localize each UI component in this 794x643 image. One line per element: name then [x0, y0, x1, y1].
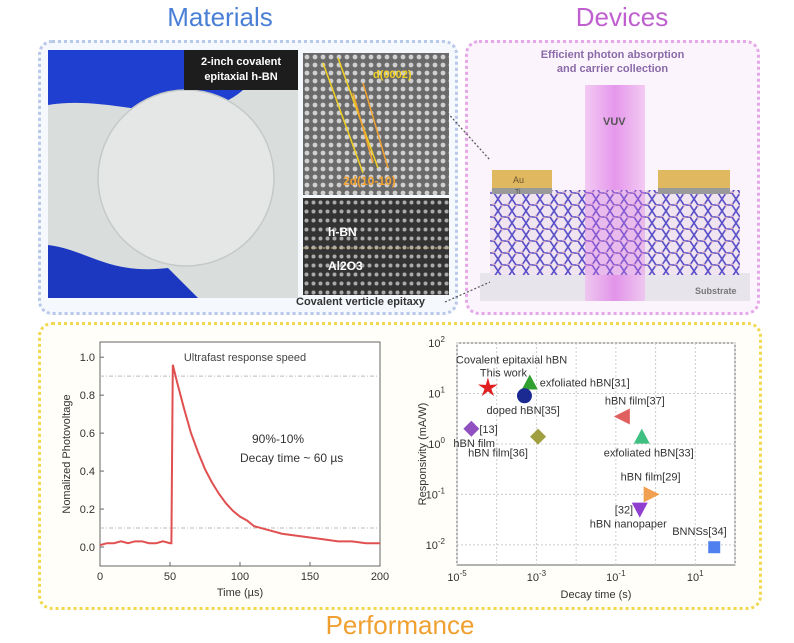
data-point-triangle: [613, 408, 630, 425]
data-point-square: [708, 541, 721, 554]
x-tick-label: 101: [687, 569, 704, 584]
point-label-secondary: hBN film: [453, 438, 495, 450]
x-tick-label: 10-3: [527, 569, 547, 584]
responsivity-chart: 10-5 10-3 10-1 101 10-2 10-1 100 101 102 Covalent…: [417, 335, 736, 601]
electrode-label-ti: Ti: [515, 189, 521, 196]
y-tick-label: 0.2: [80, 504, 95, 516]
materials-caption: Covalent verticle epitaxy: [296, 296, 426, 308]
data-point-triangle: [631, 502, 648, 518]
y-tick-label: 1.0: [80, 352, 95, 364]
decay-chart: 0 50 100 150 200 0.0 0.2 0.4 0.6 0.8 1.0 Ultrafast …: [61, 341, 389, 599]
y-tick-label: 0.4: [80, 466, 95, 478]
y-axis-label: Nomalized Photovoltage: [61, 394, 73, 513]
point-label-secondary: This work: [480, 368, 528, 380]
tem-label-d0002: d(0002): [373, 69, 412, 81]
point-label: [32]: [615, 505, 633, 517]
data-point-diamond: [463, 420, 480, 437]
photo-label-line1: 2-inch covalent: [200, 56, 282, 68]
decay-curve: [99, 364, 380, 547]
devices-subtitle-line2: and carrier collection: [556, 63, 669, 75]
tem-label-2d1010: 2d(10-10): [343, 174, 396, 188]
point-label: Covalent epitaxial hBN: [456, 355, 567, 367]
point-label: BNNSs[34]: [672, 526, 726, 538]
point-label: [13]: [479, 424, 497, 436]
y-tick-label: 0.0: [80, 542, 95, 554]
data-point-triangle: [643, 486, 660, 503]
x-axis-label: Time (µs): [217, 587, 263, 599]
tem-label-al2o3: Al2O3: [328, 259, 363, 273]
substrate-label: Substrate: [695, 286, 737, 296]
y-tick-label: 10-2: [426, 537, 446, 552]
y-tick-label: 10-1: [426, 486, 446, 501]
x-tick-label: 100: [231, 571, 249, 583]
point-label: hBN film[37]: [605, 395, 665, 407]
photo-label: 2-inch covalent epitaxial h-BN: [184, 50, 298, 90]
tem-image-bottom: h-BN Al2O3: [303, 198, 449, 295]
x-axis-label: Decay time (s): [561, 589, 632, 601]
chart-title: Ultrafast response speed: [184, 352, 306, 364]
point-label: exfoliated hBN[33]: [604, 448, 694, 460]
tem-label-hbn: h-BN: [328, 225, 357, 239]
performance-title: Performance: [325, 610, 475, 640]
x-tick-label: 10-5: [447, 569, 467, 584]
photo-label-line2: epitaxial h-BN: [204, 71, 278, 83]
tem-image-top: d(0002) 2d(10-10): [303, 53, 449, 195]
data-point-triangle: [521, 374, 538, 390]
wafer-photo: [48, 50, 298, 298]
point-label: hBN film[29]: [621, 471, 681, 483]
point-label: doped hBN[35]: [486, 405, 559, 417]
plot-area: [456, 342, 736, 566]
electrode-label-au: Au: [513, 175, 524, 185]
materials-title: Materials: [167, 2, 273, 32]
y-tick-label: 102: [428, 335, 445, 350]
devices-title: Devices: [575, 2, 669, 32]
x-tick-label: 10-1: [606, 569, 626, 584]
y-tick-label: 100: [428, 436, 445, 451]
x-tick-label: 200: [371, 571, 389, 583]
x-tick-label: 150: [301, 571, 319, 583]
vuv-label: VUV: [603, 116, 626, 128]
zoom-connector-lines: [444, 110, 491, 303]
point-label-secondary: hBN nanopaper: [590, 519, 667, 531]
data-point-circle: [516, 388, 532, 404]
annotation-line2: Decay time ~ 60 µs: [240, 451, 343, 465]
y-axis-label: Responsivity (mA/W): [417, 403, 429, 506]
y-tick-label: 0.8: [80, 390, 95, 402]
data-point-diamond: [530, 428, 547, 445]
data-point-triangle: [633, 428, 650, 444]
devices-subtitle-line1: Efficient photon absorption: [540, 49, 685, 61]
y-tick-label: 0.6: [80, 428, 95, 440]
x-tick-label: 50: [164, 571, 176, 583]
x-tick-label: 0: [97, 571, 103, 583]
data-point-star: [478, 377, 498, 397]
point-label: exfoliated hBN[31]: [540, 378, 630, 390]
devices-subtitle: Efficient photon absorption and carrier …: [470, 48, 755, 76]
point-label: hBN film[36]: [468, 448, 528, 460]
device-schematic: Au Ti VUV Substrate: [480, 85, 750, 301]
y-tick-label: 101: [428, 385, 445, 400]
annotation-line1: 90%-10%: [252, 432, 304, 446]
